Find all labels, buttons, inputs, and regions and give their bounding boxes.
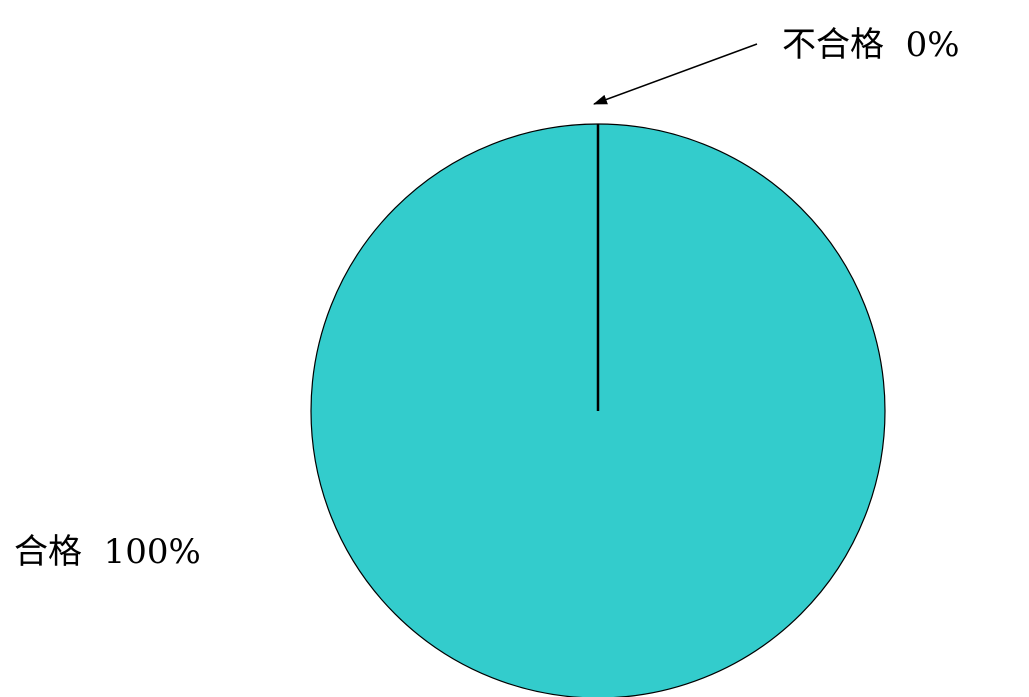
pie-slices bbox=[310, 123, 886, 697]
slice-label-pass: 合格 100% bbox=[14, 532, 201, 572]
slice-label-fail: 不合格 0% bbox=[782, 25, 960, 65]
leader-line-arrow bbox=[593, 43, 758, 105]
